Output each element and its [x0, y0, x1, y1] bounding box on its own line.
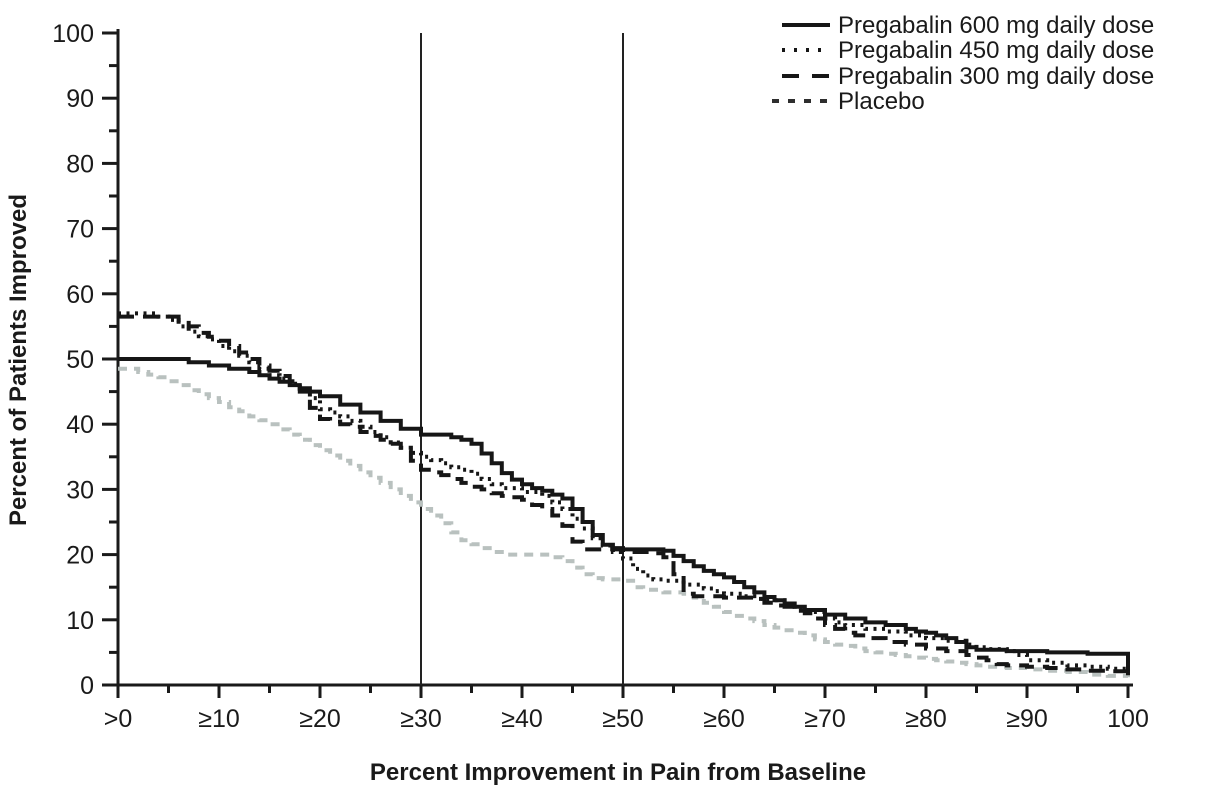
series-lines [118, 311, 1130, 678]
legend-item-placebo: Placebo [772, 88, 925, 115]
y-tick-label: 70 [66, 216, 94, 244]
x-tick-label: ≥70 [804, 705, 846, 733]
y-tick-label: 80 [66, 150, 94, 178]
y-tick-label: 100 [52, 20, 94, 48]
y-tick-label: 60 [66, 281, 94, 309]
y-tick-label: 50 [66, 346, 94, 374]
series-line-placebo [118, 366, 1130, 678]
x-tick-label: >0 [104, 705, 133, 733]
x-tick-label: ≥60 [703, 705, 745, 733]
x-tick-label: ≥40 [501, 705, 543, 733]
x-tick-label: ≥10 [198, 705, 240, 733]
x-axis-title: Percent Improvement in Pain from Baselin… [370, 759, 866, 786]
legend-label: Pregabalin 450 mg daily dose [838, 37, 1154, 64]
x-tick-label: ≥30 [400, 705, 442, 733]
legend: Pregabalin 600 mg daily dose Pregabalin … [772, 12, 1154, 115]
y-tick-label: 30 [66, 476, 94, 504]
y-axis-title: Percent of Patients Improved [5, 194, 32, 526]
y-tick-label: 0 [80, 672, 94, 700]
x-tick-label: ≥50 [602, 705, 644, 733]
y-tick-label: 20 [66, 542, 94, 570]
y-tick-label: 10 [66, 607, 94, 635]
series-line-pregabalin-600 [118, 357, 1130, 676]
legend-item-pregabalin-600: Pregabalin 600 mg daily dose [782, 12, 1154, 39]
series-line-pregabalin-450 [118, 311, 1130, 671]
y-tick-label: 90 [66, 85, 94, 113]
legend-label: Placebo [838, 88, 925, 115]
reference-lines [420, 33, 624, 685]
legend-item-pregabalin-300: Pregabalin 300 mg daily dose [782, 63, 1154, 90]
axes: 0 10 20 30 40 50 60 70 80 90 100 >0 ≥10 ≥20 ≥30 ≥40 ≥50 ≥… [52, 20, 1149, 733]
x-tick-label: 100 [1107, 705, 1149, 733]
x-tick-label: ≥80 [905, 705, 947, 733]
legend-label: Pregabalin 300 mg daily dose [838, 63, 1154, 90]
legend-label: Pregabalin 600 mg daily dose [838, 12, 1154, 39]
x-tick-label: ≥90 [1006, 705, 1048, 733]
y-tick-label: 40 [66, 411, 94, 439]
x-tick-label: ≥20 [299, 705, 341, 733]
legend-item-pregabalin-450: Pregabalin 450 mg daily dose [782, 37, 1154, 64]
